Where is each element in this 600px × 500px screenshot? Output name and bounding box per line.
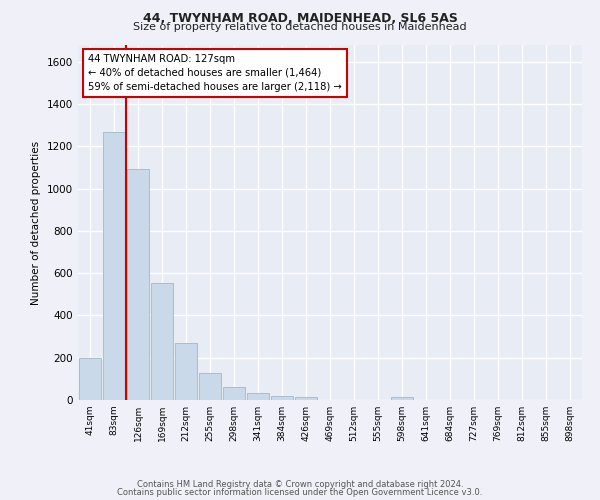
Bar [175,343,197,400]
Text: Size of property relative to detached houses in Maidenhead: Size of property relative to detached ho… [133,22,467,32]
Bar [79,358,101,400]
Bar [391,397,413,400]
Bar [199,372,221,400]
Bar [127,168,149,400]
Bar [295,398,317,400]
Text: 44 TWYNHAM ROAD: 127sqm
← 40% of detached houses are smaller (1,464)
59% of semi: 44 TWYNHAM ROAD: 127sqm ← 40% of detache… [88,54,342,92]
Bar [247,392,269,400]
Bar [223,388,245,400]
Text: Contains HM Land Registry data © Crown copyright and database right 2024.: Contains HM Land Registry data © Crown c… [137,480,463,489]
Bar [103,132,125,400]
Bar [151,282,173,400]
Y-axis label: Number of detached properties: Number of detached properties [31,140,41,304]
Text: Contains public sector information licensed under the Open Government Licence v3: Contains public sector information licen… [118,488,482,497]
Bar [271,396,293,400]
Text: 44, TWYNHAM ROAD, MAIDENHEAD, SL6 5AS: 44, TWYNHAM ROAD, MAIDENHEAD, SL6 5AS [143,12,457,26]
